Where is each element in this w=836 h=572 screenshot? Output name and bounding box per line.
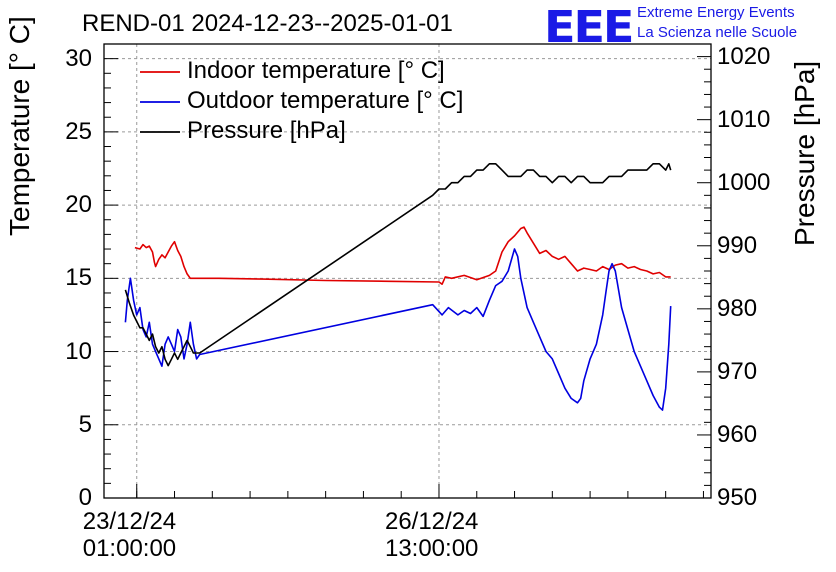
series-line-2 — [124, 248, 672, 411]
y-tick-label-left: 25 — [65, 117, 92, 145]
chart-title: REND-01 2024-12-23--2025-01-01 — [82, 10, 453, 37]
plot-frame — [103, 43, 712, 499]
logo-line-1: Extreme Energy Events — [637, 4, 795, 21]
y-tick-label-right: 990 — [717, 231, 758, 259]
axes — [103, 43, 712, 499]
legend-label-1: Indoor temperature [° C] — [187, 57, 445, 84]
y-tick-label-right: 1000 — [717, 168, 771, 196]
y-tick-label-left: 5 — [78, 410, 92, 438]
x-tick-label-time: 01:00:00 — [82, 535, 177, 562]
y-tick-label-left: 20 — [65, 191, 92, 219]
y-tick-label-right: 1010 — [717, 105, 771, 133]
legend-label-2: Outdoor temperature [° C] — [187, 87, 464, 114]
logo-line-2: La Scienza nelle Scuole — [637, 24, 798, 41]
y-tick-label-right: 960 — [717, 420, 758, 448]
y-tick-label-left: 10 — [65, 337, 92, 365]
y-tick-label-right: 980 — [717, 294, 758, 322]
series-layer — [124, 163, 672, 411]
y-tick-label-right: 970 — [717, 357, 758, 385]
series-line-3 — [124, 163, 672, 367]
y-tick-label-right: 1020 — [717, 42, 771, 70]
eee-logo: EEE — [544, 2, 634, 53]
grid-lines — [104, 44, 711, 498]
y-tick-label-left: 0 — [78, 484, 92, 511]
y-tick-label-right: 950 — [717, 484, 758, 511]
x-tick-label-date: 23/12/24 — [82, 508, 177, 535]
y-axis-right-label: Pressure [hPa] — [789, 60, 820, 246]
y-tick-label-left: 30 — [65, 44, 92, 72]
x-tick-label-time: 13:00:00 — [384, 535, 479, 562]
x-tick-label-date: 26/12/24 — [384, 508, 479, 535]
legend-label-3: Pressure [hPa] — [187, 117, 346, 144]
series-line-1 — [134, 226, 671, 286]
legend — [140, 71, 180, 133]
y-tick-label-left: 15 — [65, 264, 92, 292]
